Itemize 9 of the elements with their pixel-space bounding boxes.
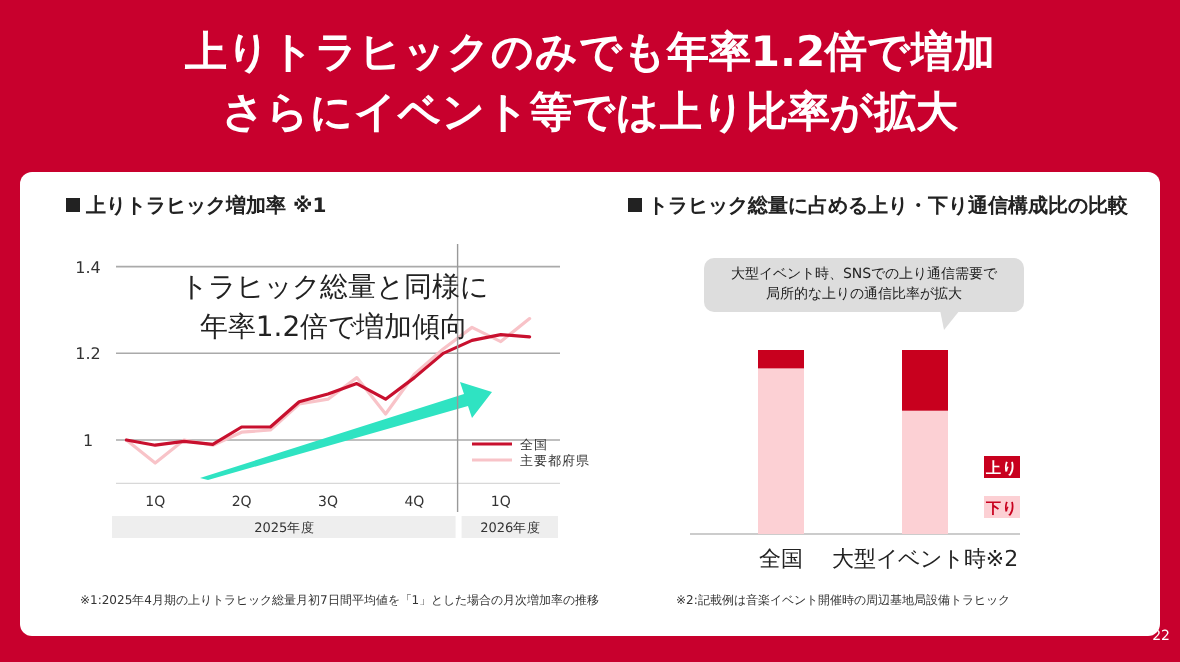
annotation: トラヒック総量と同様に年率1.2倍で増加傾向 [178, 270, 490, 348]
y-tick-label: 1.2 [75, 345, 101, 364]
x-tick-label: 大型イベント時※2 [831, 546, 1019, 572]
y-tick-label: 1.4 [75, 258, 101, 277]
text: さらにイベント等では上り比率が拡大 [220, 86, 960, 140]
chart-title: トラヒック総量に占める上り・下り通信構成比の比較 [648, 193, 1128, 220]
text: 上りトラヒックのみでも年率1.2倍で増加 [182, 26, 998, 80]
y-tick-label: 1 [82, 432, 94, 451]
chart-title: 上りトラヒック増加率 ※1 [86, 192, 327, 220]
